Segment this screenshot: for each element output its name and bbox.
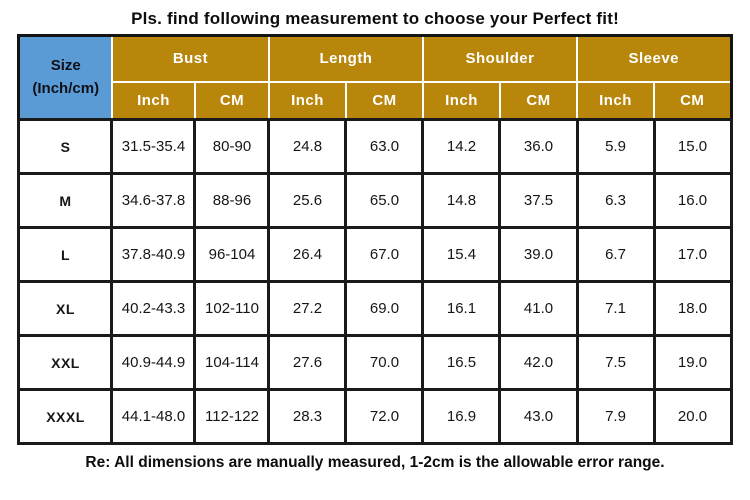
corner-header-line2: (Inch/cm): [32, 79, 100, 97]
value-cell: 37.8-40.9: [110, 226, 197, 283]
group-header-row: Size (Inch/cm) Bust Length Shoulder Slee…: [17, 34, 733, 121]
value-cell: 16.0: [652, 172, 733, 229]
table-row-xxl: XXL 40.9-44.9 104-114 27.6 70.0 16.5 42.…: [17, 334, 733, 391]
value-cell: 7.1: [575, 280, 656, 337]
footer-note: Re: All dimensions are manually measured…: [85, 454, 665, 471]
unit-header-shoulder-inch: Inch: [421, 80, 501, 121]
size-label: XXL: [17, 334, 114, 391]
value-cell: 26.4: [267, 226, 348, 283]
value-cell: 39.0: [498, 226, 579, 283]
value-cell: 15.4: [421, 226, 502, 283]
table-row-xl: XL 40.2-43.3 102-110 27.2 69.0 16.1 41.0…: [17, 280, 733, 337]
value-cell: 88-96: [193, 172, 271, 229]
value-cell: 28.3: [267, 388, 348, 445]
value-cell: 7.9: [575, 388, 656, 445]
corner-header-line1: Size: [50, 57, 81, 74]
page-title: Pls. find following measurement to choos…: [131, 9, 619, 28]
table-row-l: L 37.8-40.9 96-104 26.4 67.0 15.4 39.0 6…: [17, 226, 733, 283]
value-cell: 37.5: [498, 172, 579, 229]
unit-header-shoulder-cm: CM: [498, 80, 579, 121]
value-cell: 44.1-48.0: [110, 388, 197, 445]
size-label: XXXL: [17, 388, 114, 445]
value-cell: 80-90: [193, 118, 271, 175]
table-row-xxxl: XXXL 44.1-48.0 112-122 28.3 72.0 16.9 43…: [17, 388, 733, 445]
value-cell: 27.6: [267, 334, 348, 391]
value-cell: 14.2: [421, 118, 502, 175]
table-row-s: S 31.5-35.4 80-90 24.8 63.0 14.2 36.0 5.…: [17, 118, 733, 175]
value-cell: 42.0: [498, 334, 579, 391]
value-cell: 16.1: [421, 280, 502, 337]
value-cell: 67.0: [344, 226, 425, 283]
value-cell: 102-110: [193, 280, 271, 337]
value-cell: 20.0: [652, 388, 733, 445]
value-cell: 63.0: [344, 118, 425, 175]
value-cell: 25.6: [267, 172, 348, 229]
unit-header-bust-cm: CM: [193, 80, 270, 121]
value-cell: 5.9: [575, 118, 656, 175]
value-cell: 96-104: [193, 226, 271, 283]
value-cell: 65.0: [344, 172, 425, 229]
value-cell: 43.0: [498, 388, 579, 445]
value-cell: 27.2: [267, 280, 348, 337]
size-label: XL: [17, 280, 114, 337]
value-cell: 72.0: [344, 388, 425, 445]
size-label: L: [17, 226, 114, 283]
value-cell: 19.0: [652, 334, 733, 391]
unit-header-sleeve-inch: Inch: [576, 80, 655, 121]
size-chart-table: Size (Inch/cm) Bust Length Shoulder Slee…: [17, 34, 733, 445]
table-row-m: M 34.6-37.8 88-96 25.6 65.0 14.8 37.5 6.…: [17, 172, 733, 229]
value-cell: 6.7: [575, 226, 656, 283]
group-header-sleeve: Sleeve: [575, 34, 733, 83]
unit-header-row: Inch CM Inch CM Inch CM Inch CM: [19, 80, 733, 121]
value-cell: 6.3: [575, 172, 656, 229]
value-cell: 41.0: [498, 280, 579, 337]
group-header-shoulder: Shoulder: [421, 34, 579, 83]
value-cell: 7.5: [575, 334, 656, 391]
unit-header-length-inch: Inch: [267, 80, 347, 121]
value-cell: 16.9: [421, 388, 502, 445]
value-cell: 40.9-44.9: [110, 334, 197, 391]
value-cell: 104-114: [193, 334, 271, 391]
value-cell: 24.8: [267, 118, 348, 175]
value-cell: 40.2-43.3: [110, 280, 197, 337]
value-cell: 15.0: [652, 118, 733, 175]
corner-header-cell: Size (Inch/cm): [17, 34, 113, 121]
value-cell: 31.5-35.4: [110, 118, 197, 175]
value-cell: 17.0: [652, 226, 733, 283]
value-cell: 18.0: [652, 280, 733, 337]
value-cell: 112-122: [193, 388, 271, 445]
value-cell: 14.8: [421, 172, 502, 229]
value-cell: 34.6-37.8: [110, 172, 197, 229]
unit-header-length-cm: CM: [344, 80, 424, 121]
unit-header-sleeve-cm: CM: [652, 80, 733, 121]
value-cell: 16.5: [421, 334, 502, 391]
value-cell: 36.0: [498, 118, 579, 175]
unit-header-bust-inch: Inch: [110, 80, 196, 121]
value-cell: 69.0: [344, 280, 425, 337]
value-cell: 70.0: [344, 334, 425, 391]
size-label: S: [17, 118, 114, 175]
group-header-length: Length: [267, 34, 424, 83]
size-label: M: [17, 172, 114, 229]
group-header-bust: Bust: [110, 34, 270, 83]
